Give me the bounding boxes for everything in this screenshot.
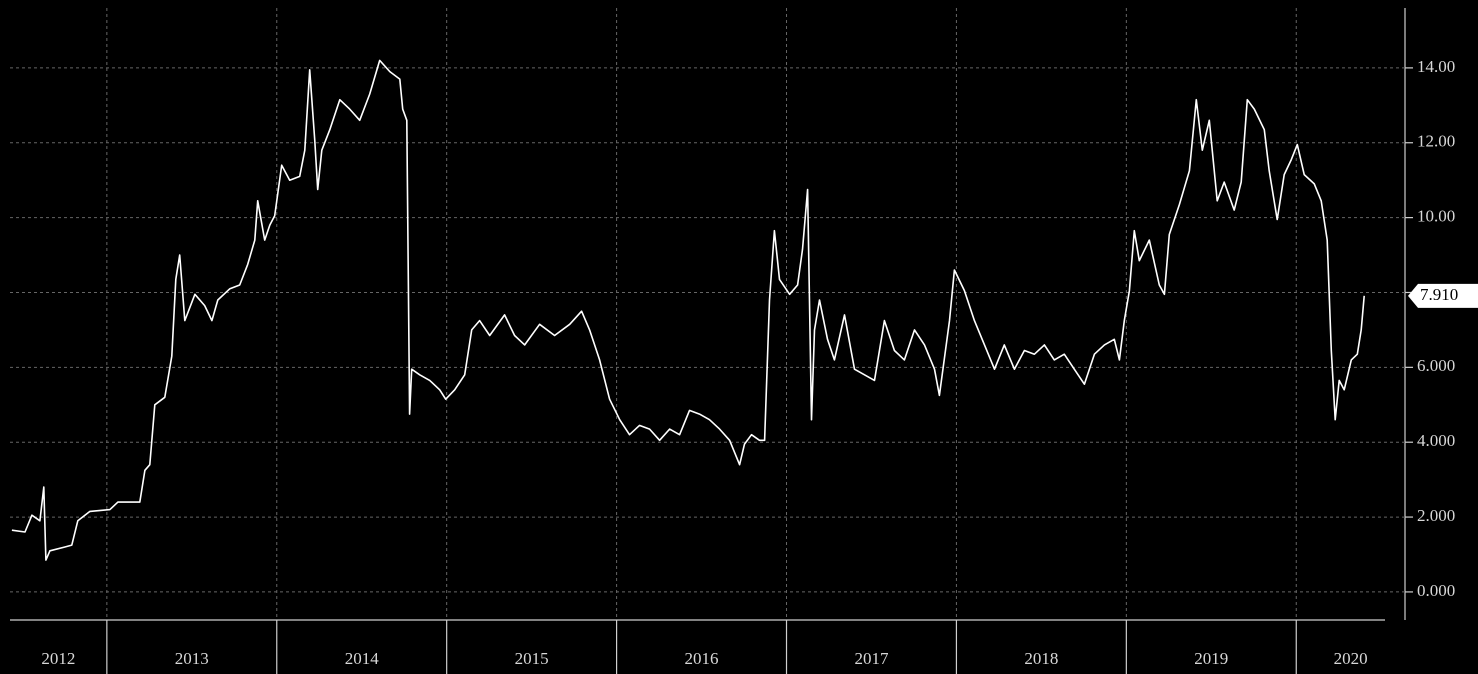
x-tick-label: 2013 bbox=[175, 649, 209, 668]
y-tick-label: 0.000 bbox=[1417, 581, 1455, 600]
x-tick-label: 2020 bbox=[1334, 649, 1368, 668]
y-tick-label: 14.00 bbox=[1417, 57, 1455, 76]
y-tick-label: 6.000 bbox=[1417, 356, 1455, 375]
x-tick-label: 2012 bbox=[41, 649, 75, 668]
x-tick-label: 2016 bbox=[685, 649, 719, 668]
price-line bbox=[11, 59, 1365, 561]
y-tick-label: 12.00 bbox=[1417, 132, 1455, 151]
x-tick-label: 2019 bbox=[1194, 649, 1228, 668]
y-tick-label: 4.000 bbox=[1417, 431, 1455, 450]
last-price-label: 7.910 bbox=[1420, 285, 1458, 304]
last-price-tag bbox=[1408, 283, 1478, 308]
x-tick-label: 2018 bbox=[1024, 649, 1058, 668]
x-tick-label: 2017 bbox=[854, 649, 889, 668]
x-tick-label: 2015 bbox=[515, 649, 549, 668]
y-tick-label: 10.00 bbox=[1417, 207, 1455, 226]
y-tick-label: 2.000 bbox=[1417, 506, 1455, 525]
x-tick-label: 2014 bbox=[345, 649, 380, 668]
